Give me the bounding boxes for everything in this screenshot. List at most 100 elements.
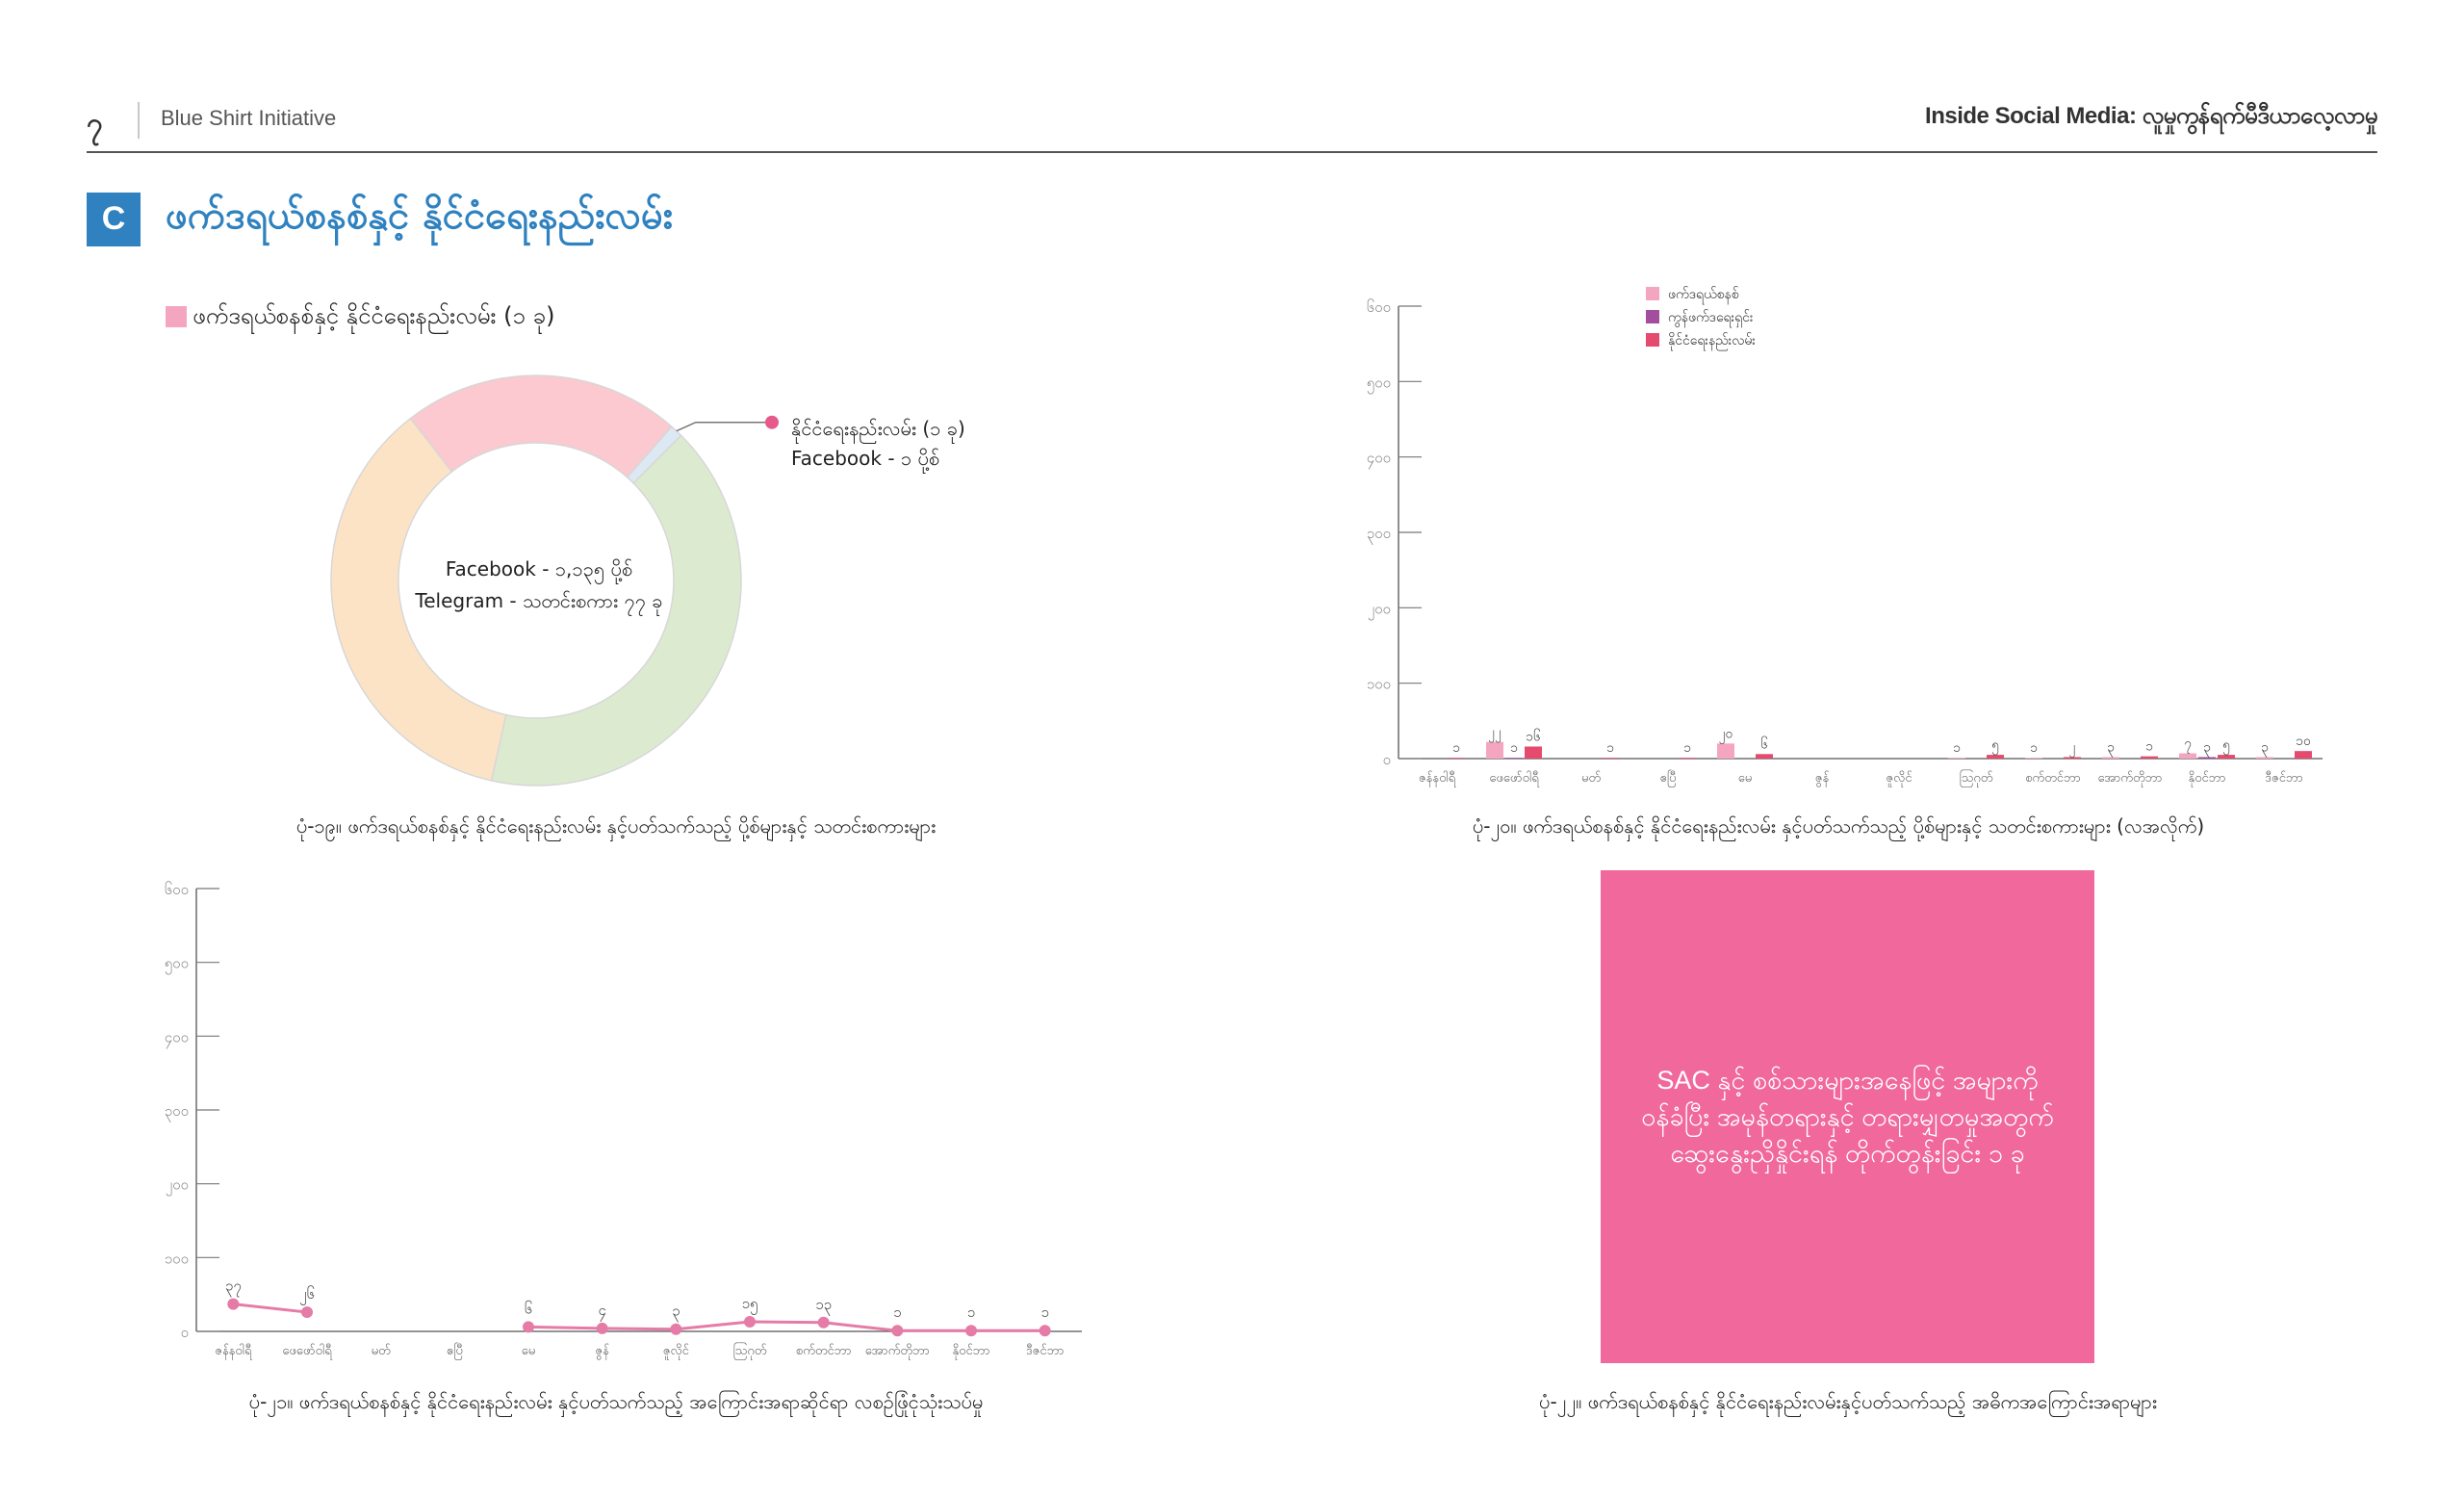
bar-2-0 [1525,746,1542,759]
bar-value-label: ၅ [1991,737,1999,755]
bar-value-label: ၅ [2222,737,2230,755]
line-point-7 [744,1316,756,1328]
bar-x-tick-label: အောက်တိုဘာ [2097,770,2162,787]
bar-y-tick-label: ၄၀၀ [1367,450,1391,470]
line-x-tick-label: ဇူလိုင် [663,1343,690,1360]
line-value-label: ၁ [893,1303,901,1321]
bar-y-tick-label: ၃၀၀ [1367,525,1391,545]
bar-0-6 [2102,757,2119,759]
header-divider [138,102,140,139]
line-y-tick-label: ၄၀၀ [165,1028,189,1048]
donut-callout-leader [676,421,772,432]
bar-x-tick-label: ဧပြီ [1660,770,1677,787]
bar-value-label: ၆ [1760,736,1768,752]
bar-x-tick-label: မေ [1738,771,1753,786]
line-value-label: ၆ [525,1300,532,1317]
bar-value-label: ၁ [1452,740,1460,756]
section-badge: C [87,193,141,246]
bar-value-label: ၃ [2203,739,2211,757]
bar-2-4 [1987,755,2004,759]
bar-2-7 [2218,755,2235,759]
line-series-segment-0 [233,1303,308,1314]
bar-2-6 [2141,756,2158,759]
line-x-tick-label: ဧပြီ [447,1343,463,1360]
bar-0-7 [2179,753,2196,759]
bar-x-tick-label: စက်တင်ဘာ [2025,770,2081,786]
bar-0-5 [2025,758,2042,759]
bar-value-label: ၇ [2184,736,2192,754]
bar-x-tick-label: မတ် [1581,770,1601,786]
bar-value-label: ၂ [2069,739,2076,757]
bar-2-8 [2295,751,2312,759]
line-x-tick-label: နိုဝင်ဘာ [952,1343,989,1360]
organization-name: Blue Shirt Initiative [161,106,337,130]
line-point-5 [596,1322,608,1334]
donut-center-line-2: Telegram - သတင်းစကား ၇၇ ခု [415,589,663,612]
figure-21-caption: ပုံ-၂၁။ ဖက်ဒရယ်စနစ်နှင့် နိုင်ငံရေးနည်းလ… [248,1390,984,1413]
bar-0-1 [1717,743,1734,759]
report-title: Inside Social Media: လူမှုကွန်ရက်မီဒီယာလ… [1925,103,2377,129]
line-value-label: ၁ [1040,1303,1048,1321]
donut-callout-line-2: Facebook - ၁ ပို့စ် [791,447,940,470]
line-x-tick-label: ဒီဇင်ဘာ [1026,1343,1065,1358]
line-point-4 [523,1321,534,1333]
donut-center-line-1: Facebook - ၁,၁၃၅ ပို့စ် [445,557,633,580]
line-point-11 [1039,1325,1051,1337]
line-value-label: ၃ [672,1303,680,1323]
figure-19-caption: ပုံ-၁၉။ ဖက်ဒရယ်စနစ်နှင့် နိုင်ငံရေးနည်းလ… [295,814,937,838]
line-value-label: ၄ [598,1302,605,1322]
donut-chart [330,374,779,787]
bar-value-label: ၃ [2261,739,2269,757]
donut-slice-0 [409,374,673,478]
bar-0-0 [1486,741,1503,759]
donut-callout-line-1: နိုင်ငံရေးနည်းလမ်း (၁ ခု) [791,417,965,440]
line-point-10 [965,1325,977,1337]
key-topic-text: SAC နှင့် စစ်သားများအနေဖြင့် အများကိုဝန်… [1641,1066,2054,1168]
donut-legend-swatch [166,306,187,327]
bar-value-label: ၁ [2145,739,2153,755]
bar-value-label: ၁ [1683,740,1691,756]
bar-value-label: ၁ [1606,740,1614,756]
line-y-tick-label: ၅၀၀ [165,955,189,975]
line-x-tick-label: ဇန်နဝါရီ [215,1343,252,1360]
line-x-tick-label: ဩဂုတ် [733,1342,767,1360]
line-x-tick-label: မေ [522,1344,536,1358]
figure-20-caption: ပုံ-၂၀။ ဖက်ဒရယ်စနစ်နှင့် နိုင်ငံရေးနည်းလ… [1472,814,2205,838]
bar-value-label: ၁ [1953,740,1961,756]
line-value-label: ၃၇ [225,1277,242,1298]
bar-value-label: ၁၀ [2296,734,2311,749]
line-y-tick-label: ၃၀၀ [165,1102,189,1122]
bar-value-label: ၃ [2107,739,2115,757]
bar-2-9 [1448,758,1465,759]
line-y-tick-label: ၆၀၀ [165,881,189,898]
bar-legend-swatch-1 [1646,310,1659,323]
donut-callout: နိုင်ငံရေးနည်းလမ်း (၁ ခု) Facebook - ၁ ပ… [791,414,965,474]
bar-2-5 [2064,757,2081,759]
bar-y-tick-label: ၁၀၀ [1367,676,1391,693]
bar-x-tick-label: ဇန်နဝါရီ [1419,770,1456,787]
bar-legend-label-2: နိုင်ငံရေးနည်းလမ်း [1668,333,1756,350]
key-topic-box: SAC နှင့် စစ်သားများအနေဖြင့် အများကိုဝန်… [1601,870,2094,1363]
line-value-label: ၁၃ [815,1296,832,1316]
section-title: ဖက်ဒရယ်စနစ်နှင့် နိုင်ငံရေးနည်းလမ်း [166,193,674,238]
line-x-tick-label: စက်တင်ဘာ [796,1343,852,1358]
line-point-1 [301,1306,313,1319]
page-number: ၇ [87,107,103,141]
line-y-tick-label: ၂၀၀ [166,1176,189,1197]
donut-callout-dot [765,415,779,429]
bar-value-label: ၂၂ [1488,725,1502,742]
bar-x-tick-label: ဖေဖော်ဝါရီ [1489,770,1539,787]
bar-y-tick-label: ၅၀၀ [1367,374,1391,394]
bar-y-tick-label: ၆၀၀ [1367,298,1391,316]
bar-x-tick-label: ဩဂုတ် [1960,769,1993,787]
bar-legend-swatch-2 [1646,333,1659,347]
donut-legend-label: ဖက်ဒရယ်စနစ်နှင့် နိုင်ငံရေးနည်းလမ်း (၁ ခ… [192,302,555,329]
bar-x-tick-label: ဇွန် [1815,770,1830,787]
bar-0-8 [2256,757,2273,759]
line-y-tick-label: ၁၀၀ [165,1250,189,1267]
bar-1-0 [1505,758,1523,759]
bar-x-tick-label: နိုဝင်ဘာ [2188,770,2225,787]
bar-x-tick-label: ဇူလိုင် [1886,770,1912,787]
